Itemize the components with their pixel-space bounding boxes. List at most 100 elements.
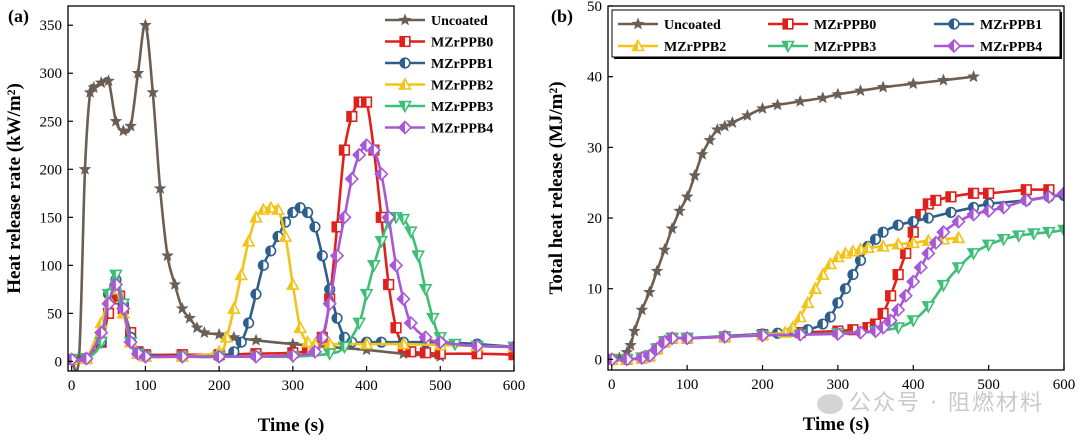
chart-a-point-mzrppb4-16-fill — [331, 249, 338, 262]
chart-b-point-mzrppb2-25-fill — [922, 235, 929, 246]
chart-a-ylabel: Heat release rate (kW/m²) — [4, 83, 25, 294]
chart-b-legend-box — [611, 9, 1061, 58]
chart-a-xtick-label-100: 100 — [134, 378, 157, 394]
chart-a-point-mzrppb2-26 — [396, 336, 411, 350]
chart-a-point-mzrppb2-18 — [271, 202, 285, 215]
chart-a-point-mzrppb0-21 — [360, 96, 373, 108]
chart-b-point-mzrppb1-18-fill — [855, 255, 861, 266]
chart-b-legend-entry-mzrppb2: MZrPPB2 — [618, 38, 726, 55]
chart-b-point-mzrppb0-24 — [967, 187, 980, 199]
chart-a-point-mzrppb3-3-fill — [103, 289, 109, 300]
chart-b-point-mzrppb1-16-fill — [840, 283, 846, 294]
chart-a-point-mzrppb2-21-fill — [294, 322, 301, 333]
chart-a-point-mzrppb4-23 — [381, 210, 396, 225]
chart-a-point-mzrppb4-8-fill — [139, 350, 146, 363]
chart-b-point-mzrppb2-17-fill — [832, 251, 838, 262]
chart-b-point-mzrppb3-19-fill — [983, 240, 989, 251]
chart-a-legend-entry-uncoated: Uncoated — [385, 13, 488, 29]
chart-a-legend-label-mzrppb4: MZrPPB4 — [431, 122, 493, 137]
chart-a-point-mzrppb4-9-fill — [176, 350, 183, 363]
chart-a-point-mzrppb3-18 — [374, 236, 389, 249]
chart-b-point-mzrppb1-21-fill — [878, 227, 884, 237]
chart-a-xtick-label-200: 200 — [208, 378, 231, 394]
chart-a-point-uncoated-6 — [102, 74, 115, 87]
chart-a-point-mzrppb2-11 — [219, 330, 234, 343]
chart-a-point-mzrppb1-23-fill — [317, 250, 323, 261]
chart-a-point-uncoated-10 — [131, 66, 145, 79]
chart-a-point-mzrppb2-12 — [227, 301, 241, 314]
chart-b-legend-marker-mzrppb4 — [946, 38, 962, 54]
chart-b-point-mzrppb1-22 — [892, 219, 904, 231]
chart-b-point-mzrppb4-15 — [883, 313, 898, 328]
chart-a-point-mzrppb4-2 — [94, 325, 109, 340]
chart-b-point-uncoated-22 — [816, 91, 830, 104]
chart-a-point-mzrppb2-19 — [278, 229, 293, 242]
chart-a-point-mzrppb4-25-fill — [397, 292, 404, 305]
chart-b-point-mzrppb4-17 — [898, 288, 913, 303]
chart-b-point-mzrppb2-14-fill — [809, 283, 816, 294]
chart-a-point-mzrppb0-19-fill — [347, 111, 352, 122]
chart-b-point-mzrppb2-24-fill — [907, 237, 914, 248]
chart-a-point-mzrppb1-15-fill — [258, 260, 264, 271]
chart-b-point-mzrppb4-20-fill — [922, 247, 929, 260]
chart-a-point-mzrppb2-18-fill — [272, 204, 279, 215]
chart-a-point-uncoated-14 — [161, 249, 174, 262]
chart-b-point-uncoated-8 — [658, 243, 671, 256]
chart-b-point-mzrppb4-4 — [649, 341, 665, 356]
chart-a-point-mzrppb2-14 — [241, 234, 256, 247]
chart-b-point-mzrppb0-22-fill — [931, 195, 936, 206]
chart-a-point-mzrppb3-16-fill — [361, 289, 367, 300]
chart-b-point-mzrppb3-21 — [1011, 230, 1026, 243]
chart-a-point-mzrppb2-20 — [285, 277, 300, 290]
chart-b-point-mzrppb1-25 — [945, 206, 957, 218]
chart-a-point-mzrppb4-4-fill — [109, 278, 116, 291]
chart-a-point-mzrppb3-14 — [337, 341, 352, 355]
chart-b-legend-entry-uncoated: Uncoated — [618, 17, 721, 33]
chart-b-point-uncoated-27 — [937, 73, 950, 86]
chart-b-legend-entry-mzrppb3: MZrPPB3 — [768, 40, 876, 55]
chart-a-ytick-label-300: 300 — [40, 66, 63, 82]
chart-a-point-mzrppb1-19-fill — [288, 207, 293, 218]
chart-a-point-mzrppb4-12 — [285, 348, 300, 363]
chart-a-legend-label-mzrppb1: MZrPPB1 — [431, 57, 493, 72]
chart-b-point-mzrppb0-19-fill — [908, 227, 914, 237]
chart-b-point-mzrppb1-20-fill — [870, 234, 876, 245]
chart-b-point-mzrppb3-13 — [891, 322, 906, 335]
chart-b-legend-marker-mzrppb2-fill — [632, 40, 638, 51]
chart-b-point-mzrppb2-20-fill — [854, 243, 861, 254]
chart-a-point-mzrppb1-26-fill — [339, 332, 345, 343]
chart-b-point-mzrppb3-21-fill — [1013, 231, 1019, 242]
watermark-text: 公众号 · 阻燃材料 — [849, 391, 1044, 416]
chart-b-point-mzrppb4-12-fill — [854, 326, 861, 339]
chart-a-point-mzrppb3-17-fill — [368, 260, 374, 271]
chart-b-point-mzrppb4-1-fill — [620, 353, 627, 366]
chart-a-point-mzrppb3-23 — [411, 250, 426, 263]
chart-a-point-mzrppb0-28-fill — [420, 347, 426, 358]
chart-b-axes-frame — [607, 5, 1065, 371]
chart-b-point-mzrppb4-24 — [966, 207, 981, 222]
chart-b-point-mzrppb3-20-fill — [998, 234, 1004, 245]
chart-b-ytick-label-30: 30 — [587, 140, 602, 156]
chart-a-xtick-label-300: 300 — [282, 378, 305, 394]
chart-a-point-mzrppb2-19-fill — [279, 231, 286, 242]
chart-a-point-mzrppb3-25 — [426, 312, 440, 326]
chart-a-point-mzrppb4-9 — [175, 349, 190, 364]
chart-a-legend-marker-mzrppb0-fill — [400, 36, 405, 47]
chart-a-point-mzrppb1-29 — [375, 336, 387, 348]
chart-a-xtick-label-500: 500 — [429, 378, 452, 394]
chart-a-legend-marker-mzrppb4-fill — [399, 121, 405, 134]
chart-b-point-mzrppb4-3 — [642, 348, 657, 363]
chart-b-point-mzrppb4-7 — [680, 331, 695, 346]
chart-a-point-mzrppb1-12-fill — [236, 337, 242, 347]
chart-a-point-mzrppb4-25 — [396, 291, 411, 307]
chart-a-point-mzrppb0-29-fill — [435, 348, 441, 359]
chart-a-point-mzrppb0-19 — [346, 110, 358, 123]
chart-a-point-mzrppb4-11 — [248, 349, 264, 364]
chart-a-point-mzrppb3-14-fill — [338, 342, 345, 353]
chart-b-point-mzrppb4-14-fill — [877, 321, 884, 334]
chart-b-point-mzrppb0-26-fill — [1021, 184, 1027, 195]
watermark: 公众号 · 阻燃材料 — [817, 385, 1044, 417]
chart-a-legend-label-mzrppb3: MZrPPB3 — [431, 100, 493, 115]
chart-b-point-mzrppb3-15 — [921, 301, 936, 314]
chart-b-point-mzrppb0-13-fill — [863, 322, 869, 333]
